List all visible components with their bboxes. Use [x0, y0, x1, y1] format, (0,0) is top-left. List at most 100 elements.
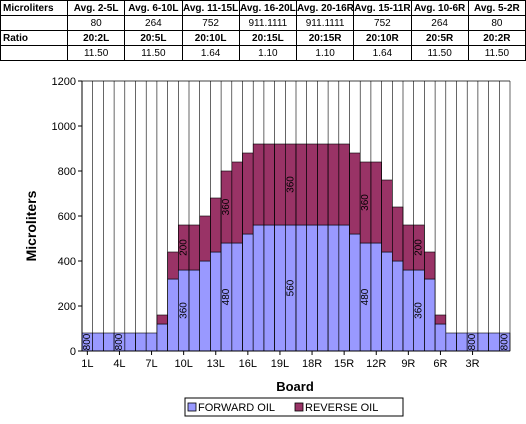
x-tick-label: 19L [271, 358, 289, 370]
reverse-oil-bar [156, 314, 168, 325]
data-label: 200 [414, 239, 425, 256]
x-tick-label: 1L [81, 358, 93, 370]
forward-oil-bar [124, 332, 136, 352]
forward-oil-bar [135, 332, 147, 352]
x-tick-label: 16L [239, 358, 257, 370]
avg-header-cell: Avg. 15-11R [353, 0, 412, 16]
microliter-value-cell: 264 [410, 15, 469, 31]
data-label: 800 [82, 333, 93, 350]
x-tick-label: 4L [113, 358, 125, 370]
forward-oil-bar [167, 278, 179, 352]
forward-oil-bar [370, 242, 382, 352]
forward-oil-bar [445, 332, 457, 352]
microliter-value-cell: 264 [124, 15, 183, 31]
forward-oil-bar [434, 323, 447, 352]
microliters-values-row: 80 264 752 911.1111 911.1111 752 264 80 [0, 15, 526, 31]
data-label: 360 [221, 198, 232, 215]
reverse-oil-bar [306, 143, 318, 226]
forward-oil-bar [338, 224, 350, 352]
ratio-header-cell: 20:5R [410, 30, 469, 46]
reverse-oil-bar [338, 143, 350, 226]
forward-oil-bar [188, 269, 200, 352]
x-tick-label: 9R [401, 358, 415, 370]
x-tick-label: 6R [433, 358, 447, 370]
forward-oil-bar [263, 224, 275, 352]
legend-swatch-forward [187, 402, 197, 412]
ratio-header-cell: 20:5L [124, 30, 183, 46]
empty-cell [0, 15, 68, 31]
data-label: 800 [467, 333, 478, 350]
microliters-row-label: Microliters [0, 0, 68, 16]
reverse-oil-bar [274, 143, 286, 226]
x-tick-label: 13L [207, 358, 225, 370]
data-label: 360 [360, 194, 371, 211]
ratio-header-cell: 20:2R [467, 30, 526, 46]
y-tick-label: 800 [58, 166, 76, 178]
summary-table: Microliters Avg. 2-5L Avg. 6-10L Avg. 11… [0, 0, 526, 61]
reverse-oil-bar [263, 143, 275, 226]
data-label: 200 [178, 239, 189, 256]
forward-oil-bar [317, 224, 329, 352]
ratio-header-cell: 20:2L [66, 30, 126, 46]
y-tick-label: 600 [58, 211, 76, 223]
reverse-oil-bar [424, 251, 436, 280]
x-tick-label: 15R [334, 358, 354, 370]
x-tick-label: 7L [145, 358, 157, 370]
ratio-header-cell: 20:10R [353, 30, 412, 46]
forward-oil-bar [252, 224, 265, 352]
x-tick-label: 3R [466, 358, 480, 370]
y-tick-label: 200 [58, 301, 76, 313]
legend: FORWARD OIL REVERSE OIL [184, 397, 404, 417]
forward-oil-bar [477, 332, 489, 352]
reverse-oil-bar [349, 152, 361, 235]
reverse-oil-bar [199, 215, 211, 262]
reverse-oil-bar [317, 143, 329, 226]
stacked-bar-chart: 0 200 400 600 800 1000 1200 1L 4L 7L 10L 13L 16L 19L 1… [23, 76, 511, 417]
avg-header-cell: Avg. 2-5L [66, 0, 126, 16]
y-tick-label: 1200 [52, 76, 76, 88]
microliter-value-cell: 752 [353, 15, 412, 31]
forward-oil-bar [391, 260, 404, 352]
reverse-oil-bar [391, 206, 404, 262]
x-axis-label: Board [276, 379, 314, 394]
reverse-oil-bar [167, 251, 179, 280]
reverse-oil-bar [327, 143, 340, 226]
data-label: 800 [114, 333, 125, 350]
data-label: 360 [285, 176, 296, 193]
forward-oil-bar [199, 260, 211, 352]
avg-header-cell: Avg. 10-6R [410, 0, 469, 16]
microliter-value-cell: 80 [467, 15, 526, 31]
legend-label-forward: FORWARD OIL [198, 402, 275, 414]
x-tick-label: 12R [366, 358, 386, 370]
ratio-header-cell: 20:10L [181, 30, 240, 46]
data-label: 360 [178, 302, 189, 319]
forward-oil-bar [145, 332, 158, 352]
ratio-value-cell: 11.50 [66, 45, 126, 61]
forward-oil-bar [295, 224, 307, 352]
ratio-header-row: Ratio 20:2L 20:5L 20:10L 20:15L 20:15R 2… [0, 30, 526, 46]
avg-header-cell: Avg. 11-15L [181, 0, 240, 16]
ratio-value-cell: 1.10 [295, 45, 355, 61]
forward-oil-bar [424, 278, 436, 352]
forward-oil-bar [349, 233, 361, 352]
forward-oil-bar [381, 251, 393, 352]
legend-swatch-reverse [294, 402, 304, 412]
y-axis-label: Microliters [23, 190, 39, 261]
legend-label-reverse: REVERSE OIL [305, 402, 378, 414]
forward-oil-bar [242, 233, 254, 352]
forward-oil-bar [103, 332, 115, 352]
microliter-value-cell: 80 [66, 15, 126, 31]
forward-oil-bar [306, 224, 318, 352]
data-label: 800 [499, 333, 510, 350]
plot-area: 0 200 400 600 800 1000 1200 1L 4L 7L 10L 13L 16L 19L 1… [52, 76, 511, 370]
data-label: 360 [414, 302, 425, 319]
ratio-values-row: 11.50 11.50 1.64 1.10 1.10 1.64 11.50 11… [0, 45, 526, 61]
avg-header-cell: Avg. 20-16R [295, 0, 355, 16]
forward-oil-bar [327, 224, 340, 352]
y-tick-label: 400 [58, 256, 76, 268]
reverse-oil-bar [252, 143, 265, 226]
microliter-value-cell: 752 [181, 15, 240, 31]
reverse-oil-bar [231, 161, 243, 244]
microliter-value-cell: 911.1111 [238, 15, 298, 31]
data-label: 480 [221, 288, 232, 305]
